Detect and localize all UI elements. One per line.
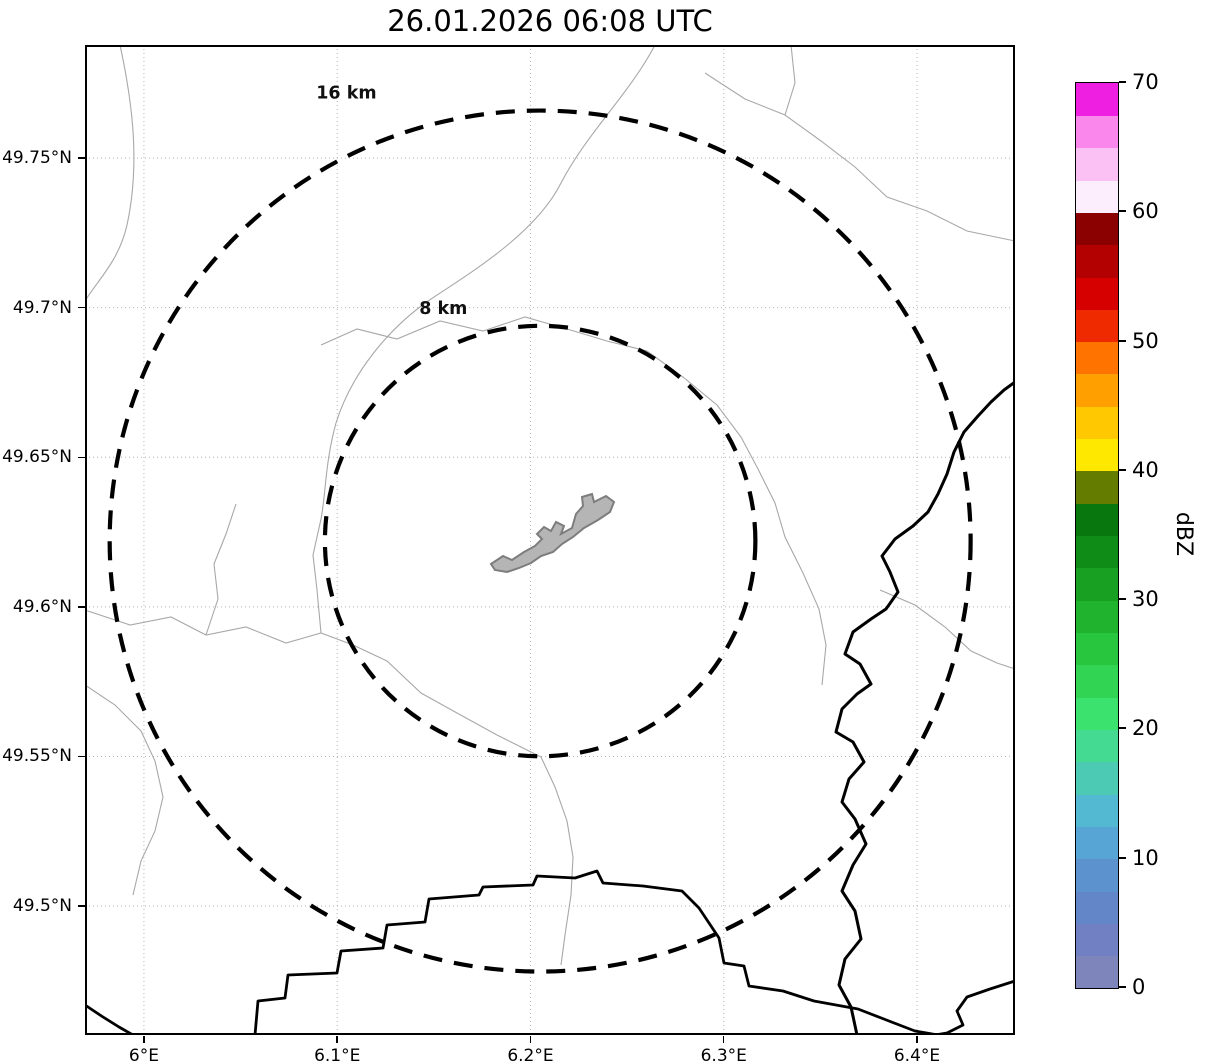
south-border-line: [253, 869, 940, 1037]
x-tick-mark: [916, 1036, 918, 1043]
river-line: [834, 380, 1017, 1037]
range-ring-label: 8 km: [419, 299, 467, 319]
range-ring-label: 16 km: [316, 84, 376, 104]
colorbar-tick-label: 30: [1132, 587, 1159, 612]
x-tick-mark: [336, 1036, 338, 1043]
x-tick-label: 6°E: [128, 1046, 159, 1064]
colorbar-tick-mark: [1119, 856, 1126, 859]
x-tick-mark: [143, 1036, 145, 1043]
colorbar-tick-label: 10: [1132, 845, 1159, 870]
y-tick-mark: [78, 905, 85, 907]
x-tick-label: 6.3°E: [700, 1046, 747, 1064]
colorbar-tick-mark: [1119, 986, 1126, 988]
range-ring-16km: [107, 108, 973, 974]
y-tick-label: 49.65°N: [2, 447, 72, 468]
x-tick-mark: [722, 1036, 725, 1043]
southeast-border-line: [933, 979, 1017, 1037]
map-plot-area: 16 km 8 km: [83, 44, 1017, 1037]
map-canvas: 16 km 8 km: [83, 44, 1017, 1037]
y-tick-label: 49.5°N: [12, 896, 72, 917]
x-tick-label: 6.2°E: [507, 1046, 554, 1064]
colorbar-tick-label: 60: [1132, 199, 1159, 224]
range-ring-8km: [322, 323, 758, 759]
y-tick-mark: [78, 157, 85, 159]
colorbar-tick-mark: [1119, 210, 1126, 213]
country-borders: [83, 380, 1017, 1037]
colorbar-segment: [1076, 567, 1118, 601]
colorbar-segment: [1076, 794, 1118, 827]
colorbar-segment: [1076, 600, 1118, 634]
colorbar-tick-mark: [1119, 598, 1126, 601]
colorbar-segment: [1076, 535, 1118, 569]
range-rings: 16 km 8 km: [107, 84, 973, 974]
plot-title: 26.01.2026 06:08 UTC: [387, 4, 713, 38]
colorbar-tick-label: 0: [1132, 975, 1146, 999]
colorbar-segment: [1076, 147, 1118, 181]
colorbar-segment: [1076, 632, 1118, 666]
colorbar-segment: [1076, 309, 1118, 343]
y-tick-label: 49.75°N: [2, 148, 72, 169]
colorbar-gradient: [1075, 82, 1119, 989]
colorbar-segment: [1076, 115, 1118, 149]
y-tick-label: 49.7°N: [12, 297, 72, 318]
plot-frame: [85, 45, 1015, 1035]
colorbar-segment: [1076, 664, 1118, 698]
colorbar-segment: [1076, 761, 1118, 795]
colorbar-segment: [1076, 955, 1118, 988]
colorbar-tick-mark: [1119, 727, 1126, 730]
colorbar-tick-label: 70: [1132, 70, 1159, 94]
colorbar-tick-mark: [1119, 81, 1126, 83]
colorbar: 0 10 20 30 40 50 60 70 dBZ: [1075, 70, 1205, 999]
colorbar-segment: [1076, 438, 1118, 472]
x-tick-label: 6.1°E: [314, 1046, 361, 1064]
colorbar-tick-label: 40: [1132, 457, 1159, 482]
colorbar-segment: [1076, 858, 1118, 892]
colorbar-segment: [1076, 373, 1118, 407]
colorbar-tick-label: 20: [1132, 716, 1159, 741]
admin-borders: [84, 44, 1016, 966]
colorbar-tick-mark: [1119, 468, 1126, 471]
colorbar-segment: [1076, 406, 1118, 440]
colorbar-segment: [1076, 891, 1118, 924]
colorbar-unit-label: dBZ: [1171, 511, 1196, 557]
colorbar-segment: [1076, 697, 1118, 730]
colorbar-segment: [1076, 503, 1118, 537]
colorbar-segment: [1076, 729, 1118, 763]
y-tick-mark: [78, 755, 85, 758]
colorbar-tick-mark: [1119, 339, 1126, 342]
y-tick-label: 49.6°N: [12, 596, 72, 617]
colorbar-segment: [1076, 276, 1118, 310]
colorbar-segment: [1076, 244, 1118, 278]
colorbar-segment: [1076, 826, 1118, 860]
colorbar-segment: [1076, 470, 1118, 504]
y-tick-label: 49.55°N: [2, 746, 72, 767]
colorbar-segment: [1076, 923, 1118, 957]
southwest-border-line: [83, 1003, 135, 1037]
airport-outline: [489, 492, 616, 574]
colorbar-segment: [1076, 179, 1118, 213]
grid-lines: [85, 45, 1015, 1035]
colorbar-segment: [1076, 341, 1118, 375]
y-tick-mark: [78, 606, 85, 608]
colorbar-tick-label: 50: [1132, 328, 1159, 353]
x-tick-mark: [529, 1036, 532, 1043]
colorbar-segment: [1076, 212, 1118, 246]
x-tick-label: 6.4°E: [893, 1046, 941, 1064]
y-tick-mark: [78, 306, 85, 309]
colorbar-segment: [1076, 83, 1118, 116]
y-tick-mark: [78, 456, 85, 459]
